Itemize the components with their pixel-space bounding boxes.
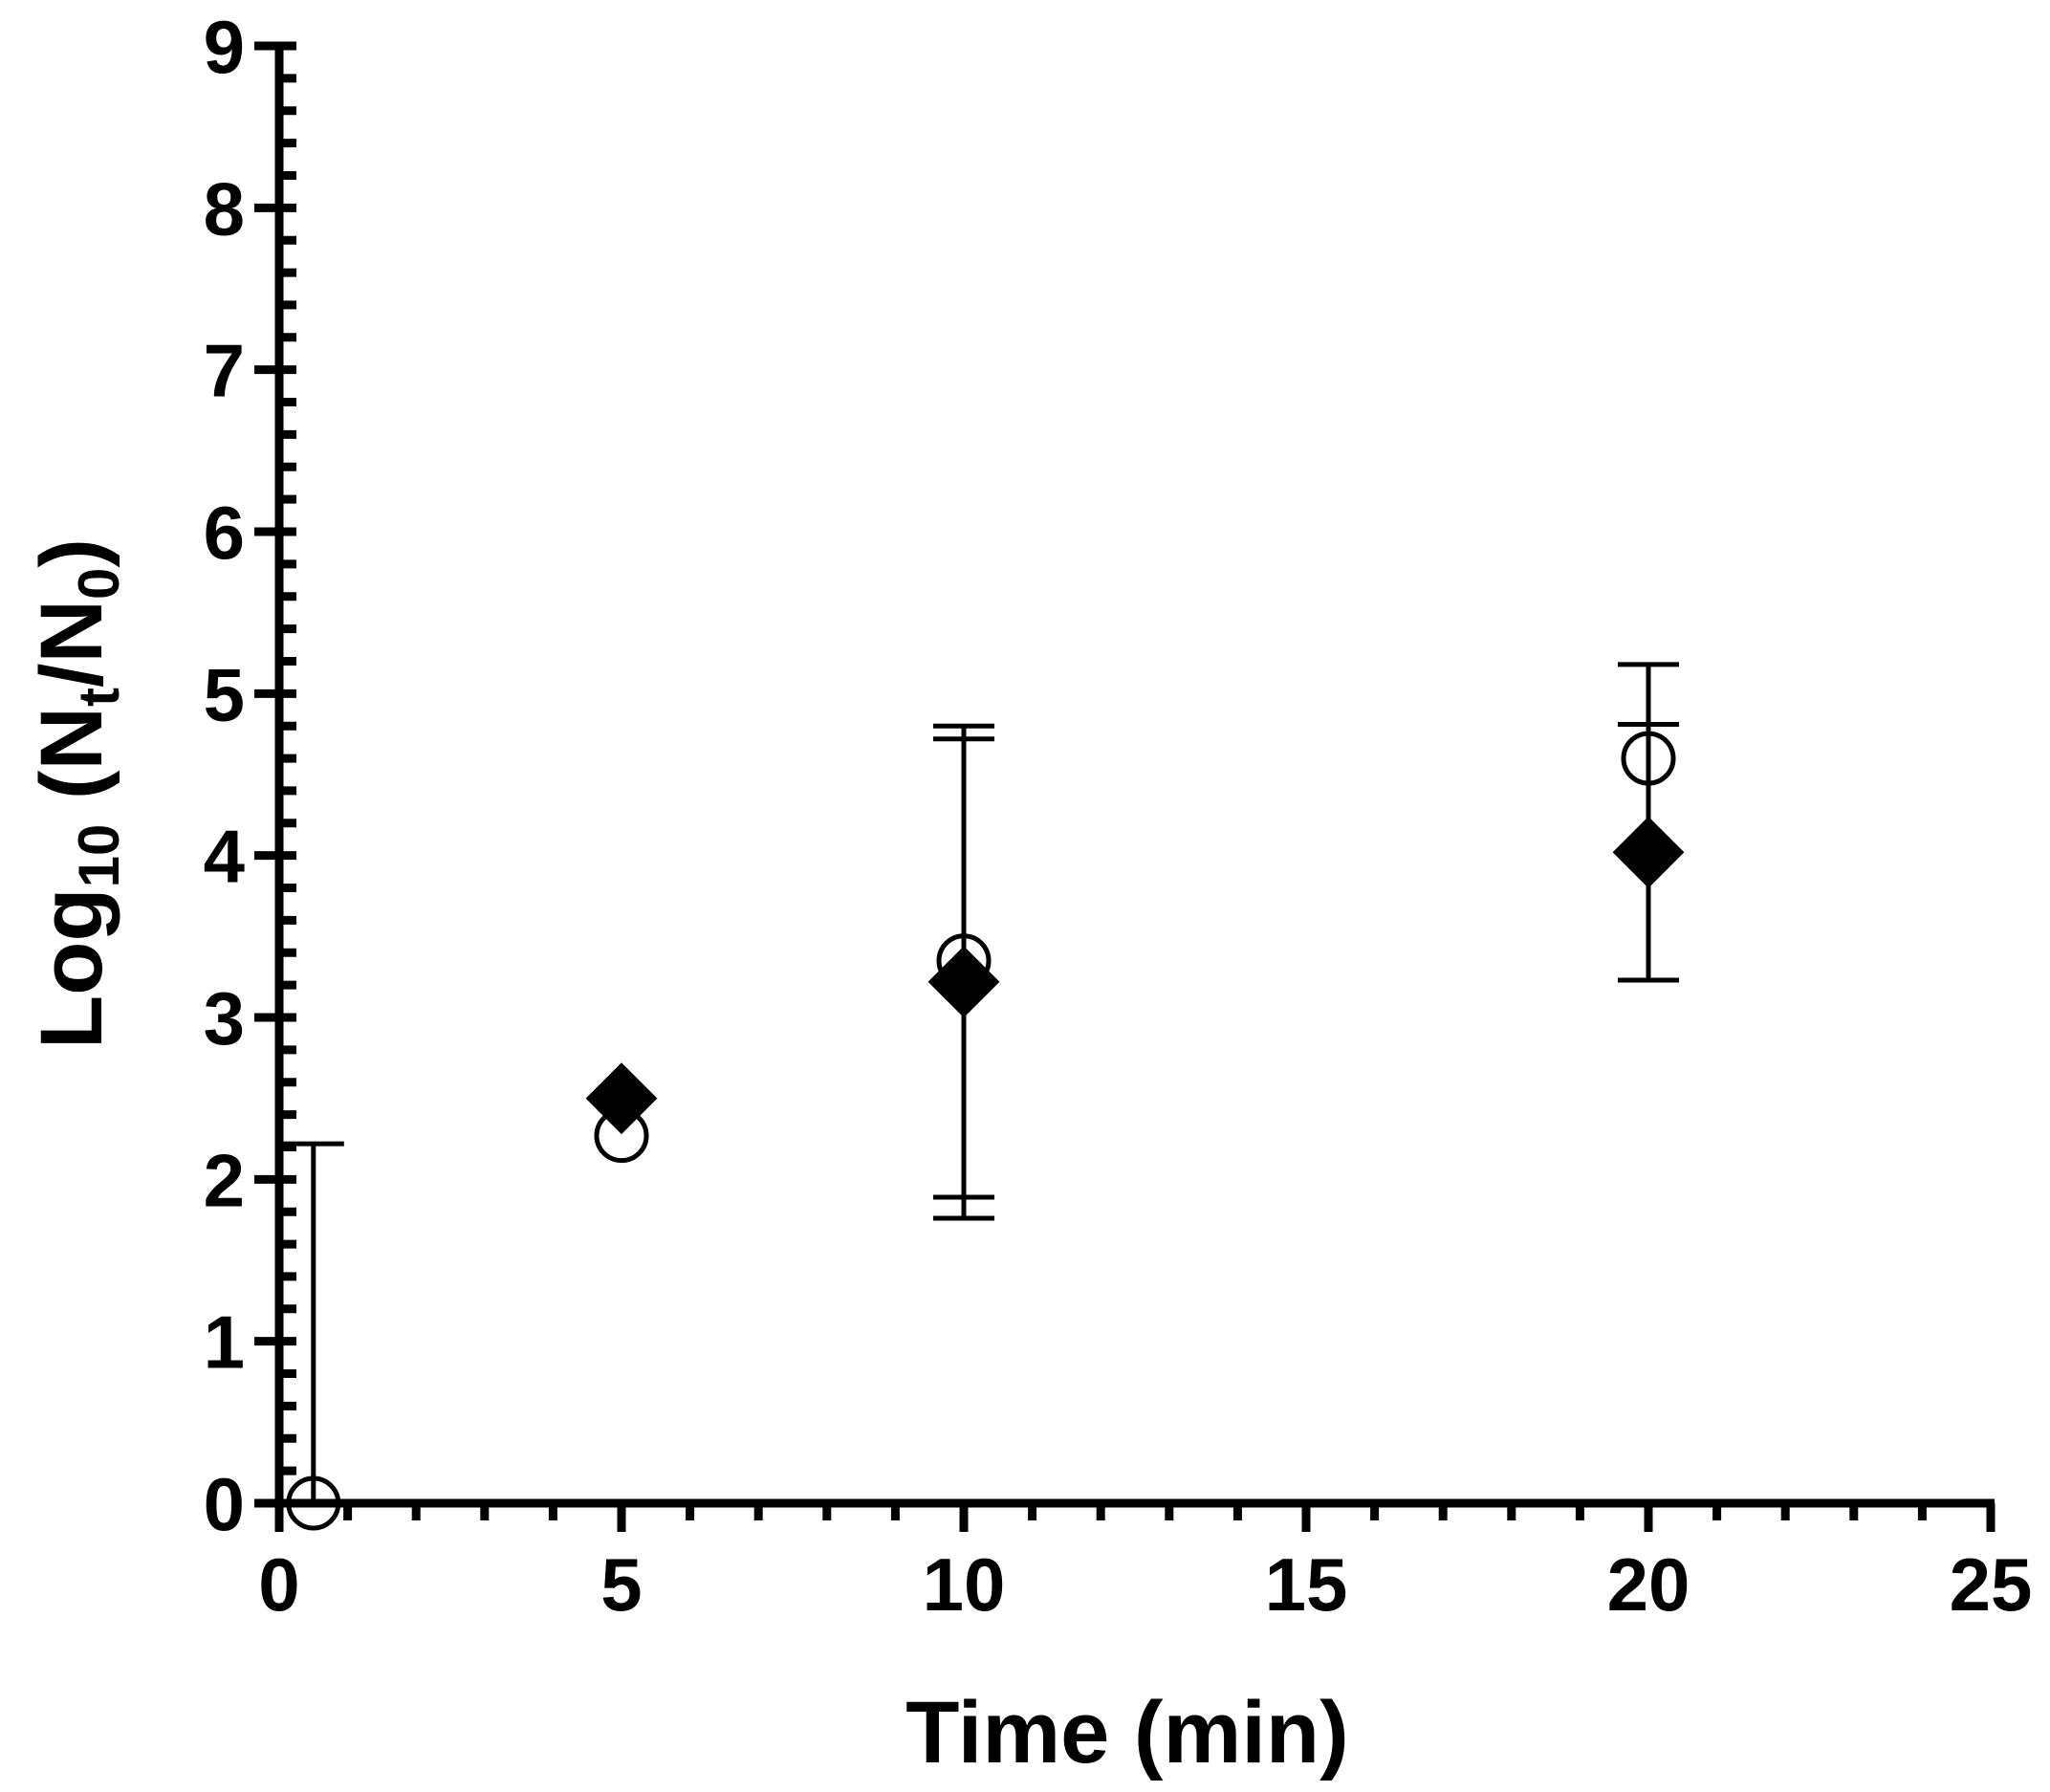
y-tick-label: 4 xyxy=(204,815,245,899)
x-tick-label: 10 xyxy=(923,1542,1006,1627)
y-axis-title: Log10 (Nt/N0) xyxy=(23,538,131,1049)
y-tick-label: 1 xyxy=(204,1300,245,1385)
x-tick-label: 20 xyxy=(1607,1542,1690,1627)
open-circle-point xyxy=(1621,731,1676,786)
y-tick-label: 3 xyxy=(204,976,245,1060)
x-axis-title: Time (min) xyxy=(905,1684,1348,1781)
y-axis-title-slash: /N xyxy=(23,600,120,688)
y-tick-label: 2 xyxy=(204,1138,245,1222)
x-tick-label: 0 xyxy=(258,1542,299,1627)
y-axis-title-sub-t: t xyxy=(67,688,131,707)
y-tick-label: 8 xyxy=(204,166,245,251)
y-axis-title-paren-open: (N xyxy=(23,707,120,824)
y-tick-label: 9 xyxy=(204,5,245,89)
y-axis-title-paren-close: ) xyxy=(23,538,120,568)
axes xyxy=(274,42,1995,1508)
x-tick-label: 5 xyxy=(600,1542,642,1627)
x-tick-label: 15 xyxy=(1265,1542,1348,1627)
x-tick-label: 25 xyxy=(1950,1542,2033,1627)
plot-area xyxy=(282,662,1685,1531)
y-axis-title-sub-0: 0 xyxy=(67,568,131,600)
filled-diamond-point xyxy=(585,1062,658,1135)
y-tick-label: 6 xyxy=(204,491,245,575)
y-tick-label: 7 xyxy=(204,329,245,413)
y-tick-label: 0 xyxy=(204,1462,245,1546)
ticks: 0 1 2 3 4 5 6 7 8 9 0 5 10 15 20 25 xyxy=(204,5,2033,1627)
filled-diamond-point xyxy=(927,946,1000,1018)
y-axis-title-base: 10 xyxy=(67,824,131,888)
y-axis-title-main: Log xyxy=(23,887,120,1049)
y-tick-label: 5 xyxy=(204,652,245,736)
filled-diamond-point xyxy=(1612,816,1685,888)
